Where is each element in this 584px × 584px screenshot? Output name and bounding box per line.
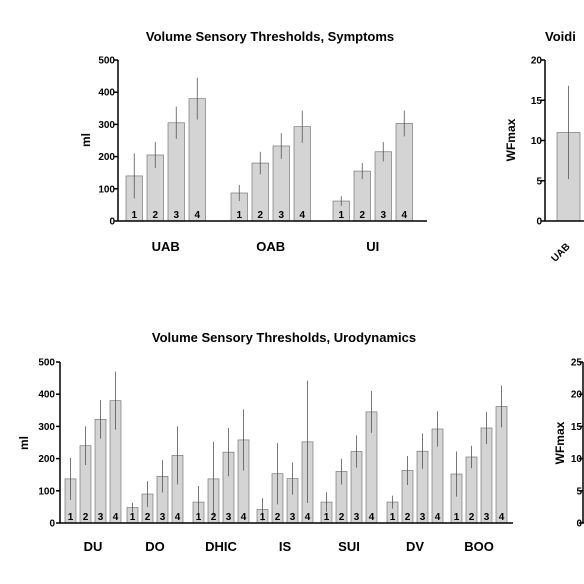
bar-number-label: 2: [405, 512, 411, 523]
urodynamics-thresholds-chart: Volume Sensory Thresholds, Urodynamics m…: [17, 330, 513, 554]
y-tick-label: 5: [536, 176, 542, 187]
bar-number-label: 3: [420, 512, 426, 523]
bar-number-label: 3: [160, 512, 166, 523]
bar: [395, 123, 413, 222]
voiding-chart-title: Voidi: [545, 29, 576, 44]
bar-number-label: 3: [354, 512, 360, 523]
urodynamics-chart-title: Volume Sensory Thresholds, Urodynamics: [152, 330, 416, 345]
bar-number-label: 2: [83, 512, 89, 523]
bar-number-label: 1: [260, 512, 266, 523]
voiding-y-axis-label: WFmax: [504, 118, 518, 161]
bar-number-label: 3: [278, 210, 284, 221]
bar-number-label: 1: [196, 512, 202, 523]
group-label: IS: [279, 539, 292, 554]
y-tick-label: 400: [38, 390, 55, 401]
y-tick-label: 0: [536, 217, 542, 228]
symptoms-thresholds-chart: Volume Sensory Thresholds, Symptoms ml 0…: [79, 29, 427, 254]
group-label: BOO: [464, 539, 494, 554]
y-tick-label: 5: [576, 486, 582, 497]
bar-number-label: 2: [257, 210, 263, 221]
bar-number-label: 4: [369, 512, 375, 523]
category-label: UAB: [550, 241, 573, 264]
bar-number-label: 1: [68, 512, 74, 523]
bar-number-label: 2: [339, 512, 345, 523]
y-tick-label: 15: [571, 422, 583, 433]
bar-number-label: 4: [299, 210, 305, 221]
y-tick-label: 0: [576, 519, 582, 530]
y-tick-label: 10: [571, 454, 583, 465]
y-tick-label: 100: [98, 184, 115, 195]
bar-number-label: 1: [338, 210, 344, 221]
y-tick-label: 200: [38, 454, 55, 465]
y-tick-label: 300: [98, 120, 115, 131]
y-tick-label: 500: [38, 358, 55, 369]
bar-number-label: 4: [194, 210, 200, 221]
bar-number-label: 1: [130, 512, 136, 523]
bar-number-label: 2: [145, 512, 151, 523]
bar-number-label: 2: [469, 512, 475, 523]
bar-number-label: 1: [324, 512, 330, 523]
y-tick-label: 200: [98, 152, 115, 163]
symptoms-chart-title: Volume Sensory Thresholds, Symptoms: [146, 29, 394, 44]
urodynamics-wfmax-y-axis-label: WFmax: [553, 421, 567, 464]
bar-number-label: 2: [152, 210, 158, 221]
group-label: OAB: [256, 239, 285, 254]
urodynamics-wfmax-chart: WFmax 0 5 10 15 20 25: [553, 358, 584, 530]
y-tick-label: 10: [531, 136, 543, 147]
bar-number-label: 4: [435, 512, 441, 523]
y-tick-label: 20: [531, 56, 543, 67]
bar-number-label: 2: [211, 512, 217, 523]
bar-number-label: 3: [226, 512, 232, 523]
bar-number-label: 4: [175, 512, 181, 523]
y-tick-label: 100: [38, 486, 55, 497]
y-tick-label: 500: [98, 56, 115, 67]
y-tick-label: 15: [531, 96, 543, 107]
symptoms-y-axis-label: ml: [79, 133, 93, 147]
group-label: UAB: [152, 239, 180, 254]
group-label: UI: [366, 239, 379, 254]
group-label: DHIC: [205, 539, 237, 554]
y-tick-label: 400: [98, 88, 115, 99]
bar-number-label: 4: [401, 210, 407, 221]
bar-number-label: 4: [241, 512, 247, 523]
voiding-wfmax-chart: Voidi WFmax 0 5 10 15 20 UAB: [504, 29, 584, 264]
bar-number-label: 3: [290, 512, 296, 523]
y-tick-label: 20: [571, 390, 583, 401]
bar-number-label: 4: [113, 512, 119, 523]
bar-number-label: 3: [484, 512, 490, 523]
bar-number-label: 1: [390, 512, 396, 523]
bar-number-label: 2: [275, 512, 281, 523]
bar-number-label: 3: [173, 210, 179, 221]
y-tick-label: 300: [38, 422, 55, 433]
bar-number-label: 3: [380, 210, 386, 221]
group-label: DV: [406, 539, 424, 554]
group-label: SUI: [338, 539, 360, 554]
group-label: DO: [145, 539, 165, 554]
bar-number-label: 1: [454, 512, 460, 523]
y-tick-label: 0: [109, 217, 115, 228]
bar-number-label: 2: [359, 210, 365, 221]
urodynamics-y-axis-label: ml: [17, 436, 31, 450]
bar-number-label: 3: [98, 512, 104, 523]
bar-number-label: 1: [131, 210, 137, 221]
bar-number-label: 4: [499, 512, 505, 523]
group-label: DU: [84, 539, 103, 554]
y-tick-label: 0: [49, 519, 55, 530]
bar-number-label: 4: [305, 512, 311, 523]
y-tick-label: 25: [571, 358, 583, 369]
bar-number-label: 1: [236, 210, 242, 221]
